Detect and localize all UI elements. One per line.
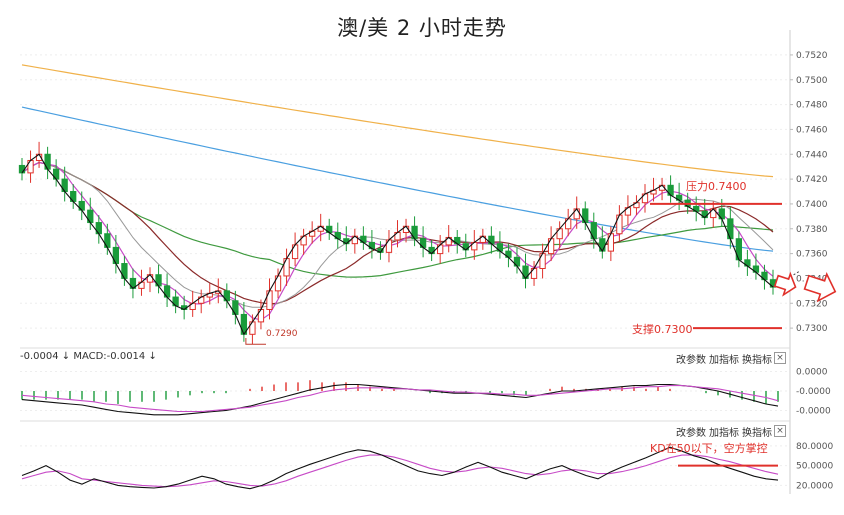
y-tick-label: 0.7320 bbox=[796, 299, 828, 309]
kd-tick-label: 50.0000 bbox=[796, 462, 833, 472]
ma-green-line bbox=[21, 161, 774, 278]
y-tick-label: 0.7300 bbox=[796, 324, 828, 334]
y-tick-label: 0.7460 bbox=[796, 125, 828, 135]
kd-note: KD在50以下，空方掌控 bbox=[650, 442, 768, 455]
macd-edit-params-button[interactable]: 改参数 bbox=[676, 355, 706, 366]
macd-tick-label: -0.0000 bbox=[796, 406, 831, 416]
kd-k-line bbox=[21, 446, 779, 490]
y-tick-label: 0.7360 bbox=[796, 250, 828, 260]
y-tick-label: 0.7520 bbox=[796, 51, 828, 61]
low-marker bbox=[245, 338, 266, 345]
candle-body bbox=[18, 164, 26, 174]
ma-orange-line bbox=[21, 64, 774, 178]
resistance-label: 压力0.7400 bbox=[686, 180, 747, 193]
macd-tick-label: -0.0000 bbox=[796, 387, 831, 397]
macd-switch-indicator-button[interactable]: 换指标 bbox=[742, 355, 772, 366]
support-label: 支撑0.7300 bbox=[632, 323, 693, 336]
arrow-right-icon bbox=[803, 272, 837, 303]
y-tick-label: 0.7500 bbox=[796, 76, 828, 86]
candle-body bbox=[283, 258, 290, 277]
kd-close-button[interactable]: × bbox=[774, 425, 786, 437]
macd-tick-label: 0.0000 bbox=[796, 368, 828, 378]
macd-dea-line bbox=[21, 385, 779, 413]
kd-d-line bbox=[21, 454, 779, 488]
kd-tick-label: 20.0000 bbox=[796, 481, 833, 491]
candle-body bbox=[735, 238, 743, 261]
kd-tick-label: 80.0000 bbox=[796, 442, 833, 452]
y-tick-label: 0.7420 bbox=[796, 175, 828, 185]
low-price-label: 0.7290 bbox=[266, 329, 298, 339]
kd-switch-indicator-button[interactable]: 换指标 bbox=[742, 428, 772, 439]
y-tick-label: 0.7440 bbox=[796, 150, 828, 160]
y-tick-label: 0.7380 bbox=[796, 225, 828, 235]
chart-title: 澳/美 2 小时走势 bbox=[337, 16, 507, 40]
kd-add-indicator-button[interactable]: 加指标 bbox=[709, 428, 739, 439]
y-tick-label: 0.7400 bbox=[796, 200, 828, 210]
arrow-right-icon bbox=[773, 271, 797, 297]
y-tick-label: 0.7480 bbox=[796, 101, 828, 111]
macd-label: -0.0004 ↓ MACD:-0.0014 ↓ bbox=[20, 351, 157, 362]
macd-add-indicator-button[interactable]: 加指标 bbox=[709, 355, 739, 366]
kd-edit-params-button[interactable]: 改参数 bbox=[676, 428, 706, 439]
macd-close-button[interactable]: × bbox=[774, 352, 786, 364]
price-line bbox=[21, 153, 774, 336]
ma-blue-line bbox=[21, 106, 774, 252]
candle-body bbox=[266, 290, 273, 310]
